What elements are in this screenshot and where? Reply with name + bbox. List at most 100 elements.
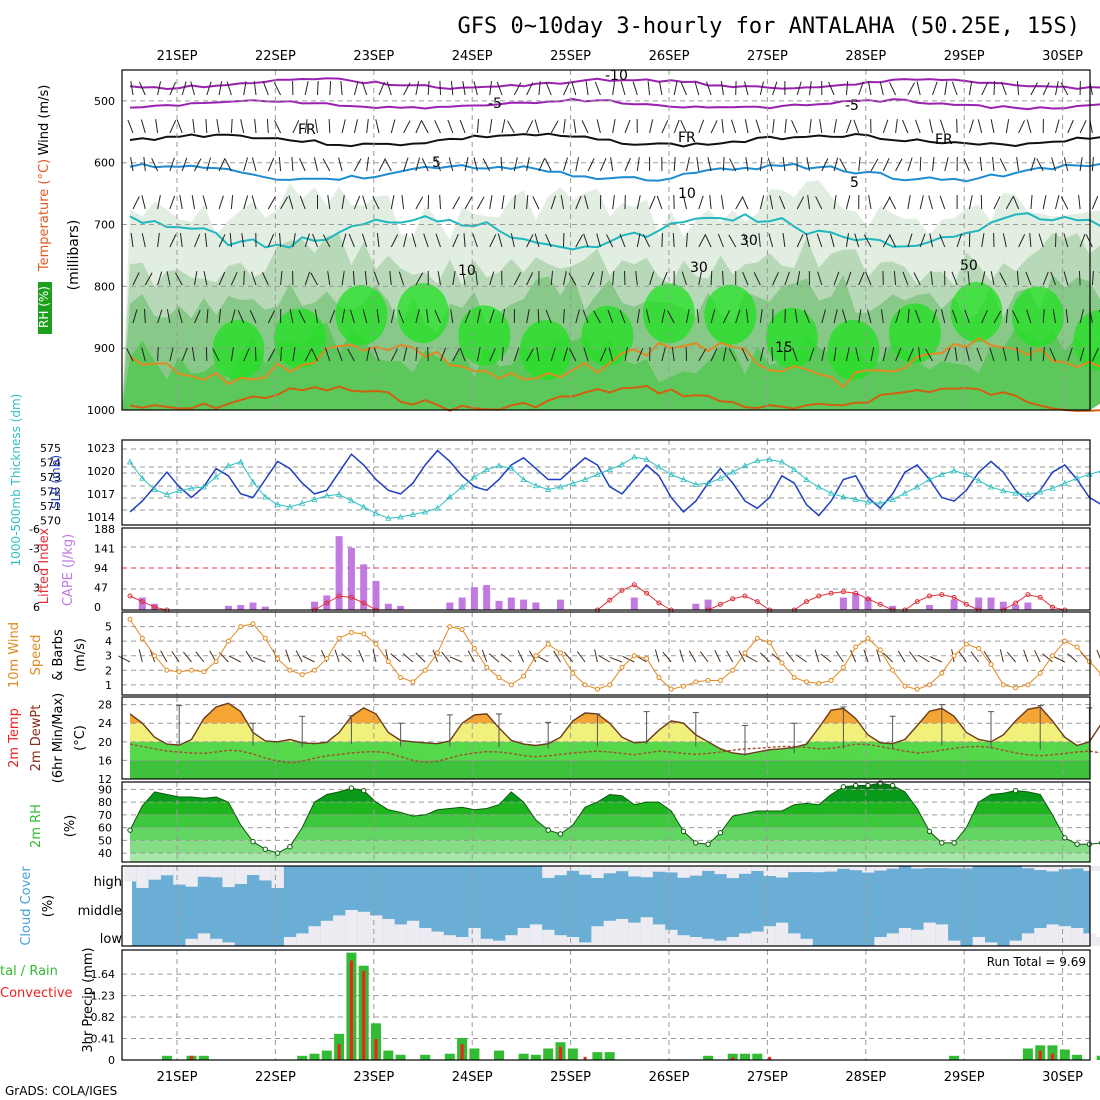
wind10-barb (1006, 651, 1016, 663)
wind10-point (312, 667, 317, 673)
precip-convective-bar (559, 1046, 562, 1060)
upper-air-wind-barb (267, 348, 276, 362)
wind10-point (607, 682, 613, 688)
upper-air-wind-barb (378, 81, 385, 96)
li-tick: -3 (29, 543, 40, 556)
upper-air-wind-barb (768, 233, 774, 248)
cloud-low-bar (886, 933, 899, 946)
upper-air-wind-barb (166, 271, 171, 286)
upper-air-wind-barb (992, 157, 995, 172)
wind10-barb (918, 654, 930, 663)
date-label-bottom: 25SEP (550, 1070, 591, 1085)
upper-air-wind-barb (243, 81, 247, 96)
rh-band (130, 827, 1090, 841)
upper-air-wind-barb (1078, 195, 1081, 210)
upper-air-wind-barb (192, 119, 195, 134)
thickness-point (1049, 484, 1056, 491)
upper-air-wind-barb (230, 309, 236, 324)
upper-air-wind-barb (473, 157, 478, 172)
upper-air-wind-barb (230, 118, 233, 134)
upper-air-wind-barb (179, 233, 183, 248)
li-point (336, 593, 342, 599)
thickness-point (655, 463, 663, 470)
thickness-point (643, 456, 650, 462)
cloud-low-bar (517, 928, 530, 946)
cloud-low-bar (493, 940, 506, 946)
upper-air-wind-barb (175, 272, 183, 286)
date-label-bottom: 30SEP (1042, 1070, 1083, 1085)
upper-air-wind-barb (362, 195, 368, 210)
cloud-low-bar (185, 938, 198, 946)
cloud-low-bar (554, 935, 567, 946)
upper-air-wind-barb (661, 347, 666, 362)
upper-air-wind-barb (452, 196, 461, 210)
upper-air-wind-barb (267, 157, 275, 172)
precip-label-b: Convective (0, 986, 73, 1001)
rh-point (1074, 841, 1080, 847)
cape-bar (483, 585, 491, 610)
li-point (853, 590, 859, 596)
wind10-barb (820, 653, 832, 663)
thickness-point (987, 483, 995, 490)
upper-air-wind-barb (583, 233, 589, 248)
upper-air-wind-barb (141, 347, 146, 362)
upper-air-wind-barb (805, 233, 810, 248)
thickness-point (852, 496, 859, 502)
upper-air-wind-barb (452, 271, 456, 286)
upper-air-wind-barb (686, 157, 690, 172)
cape-label: CAPE (J/kg) (61, 534, 76, 606)
upper-air-wind-barb (249, 310, 257, 324)
upper-air-wind-barb (728, 234, 737, 248)
upper-air-wind-barb (1042, 195, 1047, 210)
wind10-barb (983, 650, 992, 663)
upper-air-wind-barb (178, 309, 183, 324)
upper-air-wind-barb (364, 271, 368, 286)
upper-air-wind-barb (1060, 196, 1069, 210)
upper-air-wind-barb (143, 157, 146, 172)
thickness-point (176, 487, 183, 494)
wind10-point (176, 669, 182, 675)
cloud-low-bar (640, 917, 653, 946)
upper-air-wind-barb (709, 195, 712, 210)
upper-air-wind-barb (450, 309, 454, 324)
li-point (877, 601, 883, 607)
upper-air-wind-barb (845, 81, 849, 96)
wind10-label-a: 10m Wind (7, 622, 22, 688)
thickness-point (1037, 488, 1044, 495)
upper-air-wind-barb (411, 233, 417, 248)
upper-air-wind-barb (722, 347, 727, 362)
upper-air-wind-barb (993, 196, 1001, 210)
wind10-point (213, 659, 219, 665)
cape-bar (1024, 602, 1032, 610)
upper-air-wind-barb (489, 271, 495, 286)
upper-air-wind-barb (496, 81, 503, 96)
upper-air-wind-barb (314, 309, 318, 324)
wind10-point (656, 675, 662, 681)
upper-air-wind-barb (619, 309, 626, 324)
precip-total-bar (395, 1054, 406, 1060)
wind10-barb (372, 649, 377, 663)
pressure-tick: 1000 (87, 404, 115, 417)
precip-total-bar (161, 1055, 172, 1060)
upper-air-wind-barb (538, 158, 546, 172)
upper-air-wind-barb (745, 157, 749, 172)
cloud-low-bar (1009, 940, 1022, 946)
upper-air-wind-barb (403, 157, 409, 172)
cloud-high-bar (825, 866, 838, 872)
li-point (619, 587, 625, 593)
upper-air-wind-barb (353, 195, 361, 210)
upper-air-wind-barb (742, 271, 749, 286)
thickness-line (129, 456, 1100, 519)
wind10-barb (738, 650, 746, 663)
upper-air-wind-barb (610, 157, 614, 172)
upper-air-wind-barb (536, 347, 540, 362)
upper-air-wind-barb (649, 195, 656, 210)
li-line (904, 594, 979, 611)
upper-air-wind-barb (544, 158, 552, 172)
upper-air-wind-barb (362, 309, 368, 324)
upper-air-wind-barb (312, 233, 318, 248)
upper-air-wind-barb (673, 156, 676, 172)
upper-air-wind-barb (267, 196, 276, 210)
upper-air-wind-barb (537, 308, 540, 324)
precip-total-bar (949, 1055, 960, 1060)
